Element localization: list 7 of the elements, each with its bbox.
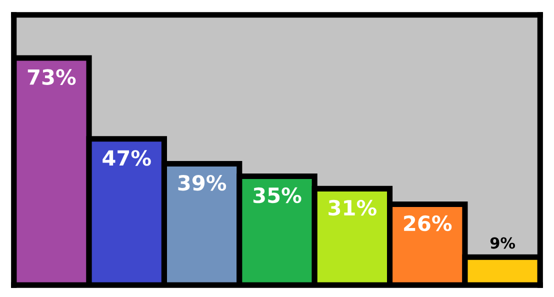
- data-label: 26%: [404, 215, 452, 232]
- data-label: 31%: [328, 200, 376, 216]
- data-label: 47%: [102, 150, 151, 166]
- data-label: 39%: [178, 174, 226, 191]
- data-label: 9%: [490, 237, 516, 249]
- data-label: 35%: [253, 187, 302, 204]
- data-label: 73%: [28, 69, 76, 85]
